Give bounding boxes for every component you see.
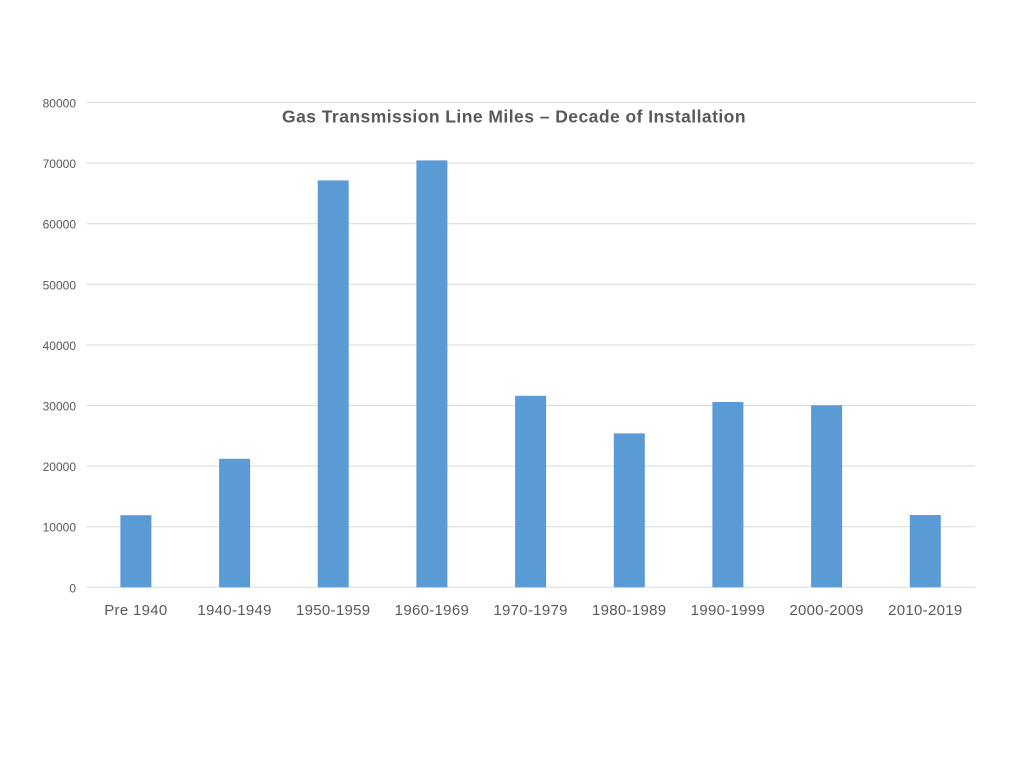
svg-text:Pre 1940: Pre 1940 [104,602,167,619]
svg-text:1960-1969: 1960-1969 [395,602,469,619]
svg-text:1950-1959: 1950-1959 [296,602,370,619]
svg-text:Gas Transmission Line Miles –: Gas Transmission Line Miles – Decade of … [282,107,746,127]
svg-text:50000: 50000 [43,278,77,292]
svg-text:2010-2019: 2010-2019 [888,602,962,619]
svg-text:80000: 80000 [43,97,77,111]
svg-text:40000: 40000 [43,339,77,353]
svg-text:0: 0 [69,581,76,595]
svg-text:1990-1999: 1990-1999 [691,602,765,619]
svg-text:60000: 60000 [43,218,77,232]
svg-text:1940-1949: 1940-1949 [197,602,271,619]
svg-text:70000: 70000 [43,157,77,171]
svg-text:1980-1989: 1980-1989 [592,602,666,619]
svg-text:20000: 20000 [43,460,77,474]
svg-text:30000: 30000 [43,400,77,414]
svg-text:10000: 10000 [43,521,77,535]
svg-text:2000-2009: 2000-2009 [789,602,863,619]
svg-text:1970-1979: 1970-1979 [493,602,567,619]
